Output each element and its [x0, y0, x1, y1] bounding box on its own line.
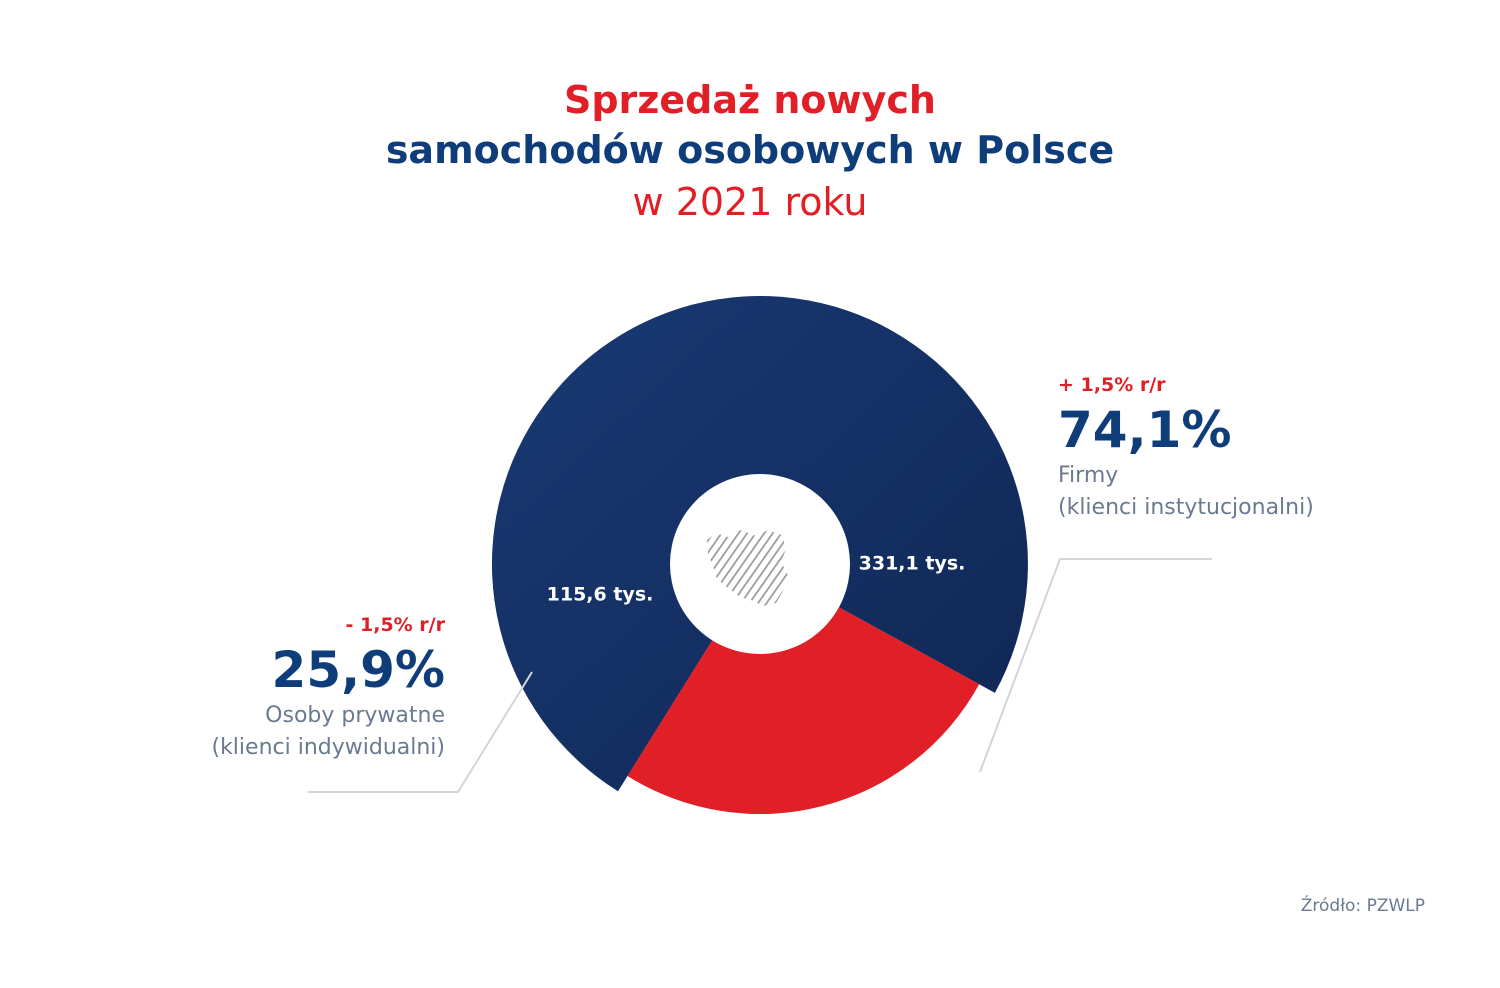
legend-label-osoby-prywatne: - 1,5% r/r 25,9% Osoby prywatne (klienci…	[211, 612, 445, 764]
change-label-osoby-prywatne: - 1,5% r/r	[345, 614, 446, 636]
share-label-firmy: 74,1%	[1058, 401, 1232, 459]
pie-slice-osoby-prywatne	[627, 564, 980, 815]
leader-line-right	[979, 558, 1212, 773]
chart-title-line1: Sprzedaż nowych	[563, 78, 936, 122]
slice-value-labels: 331,1 tys. 115,6 tys.	[547, 553, 966, 606]
chart-title-line3: w 2021 roku	[632, 180, 868, 224]
slice-value-label-firmy: 331,1 tys.	[859, 553, 966, 575]
share-label-osoby-prywatne: 25,9%	[271, 641, 445, 699]
slice-value-label-osoby-prywatne: 115,6 tys.	[547, 584, 654, 606]
chart-title-line2: samochodów osobowych w Polsce	[385, 128, 1115, 172]
leader-line-left	[308, 671, 533, 793]
category-label-osoby-prywatne: Osoby prywatne	[265, 703, 445, 728]
change-label-firmy: + 1,5% r/r	[1058, 374, 1166, 396]
category-sublabel-osoby-prywatne: (klienci indywidualni)	[211, 735, 445, 760]
source-note: Źródło: PZWLP	[1300, 896, 1425, 916]
category-sublabel-firmy: (klienci instytucjonalni)	[1058, 495, 1314, 520]
legend-label-firmy: + 1,5% r/r 74,1% Firmy (klienci instytuc…	[1058, 372, 1314, 524]
category-label-firmy: Firmy	[1058, 463, 1119, 488]
poland-map-icon	[707, 530, 788, 606]
